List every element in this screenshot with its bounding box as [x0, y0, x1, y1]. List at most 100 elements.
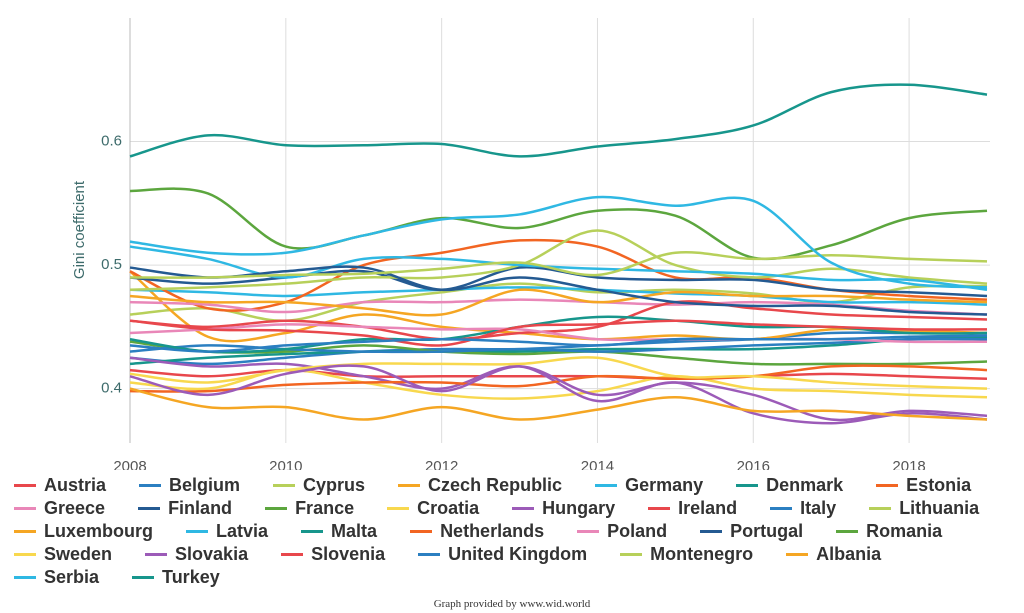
series-line: [129, 265, 988, 316]
legend-label: France: [295, 497, 355, 518]
legend-item[interactable]: Ireland: [648, 497, 737, 519]
legend-item[interactable]: Malta: [301, 520, 377, 542]
legend-item[interactable]: Portugal: [700, 520, 803, 542]
legend-label: Cyprus: [303, 474, 366, 495]
legend-swatch: [139, 483, 162, 487]
legend-swatch: [595, 483, 618, 487]
legend-label: Finland: [168, 497, 233, 518]
legend-label: Hungary: [542, 497, 616, 518]
series-line: [129, 340, 988, 366]
legend-label: Ireland: [678, 497, 738, 518]
legend-label: Portugal: [730, 520, 804, 541]
legend-swatch: [132, 575, 155, 579]
legend-item[interactable]: Serbia: [14, 566, 99, 588]
legend-label: Denmark: [766, 474, 844, 495]
series-line: [129, 229, 988, 292]
legend-item[interactable]: Romania: [836, 520, 942, 542]
series-line: [129, 195, 988, 289]
legend-label: Germany: [625, 474, 704, 495]
legend-swatch: [786, 552, 809, 556]
series-line: [129, 334, 988, 353]
legend-item[interactable]: Greece: [14, 497, 105, 519]
legend-item[interactable]: Slovakia: [145, 543, 248, 565]
legend-swatch: [876, 483, 899, 487]
series-line: [129, 270, 988, 343]
legend-label: Slovakia: [175, 543, 249, 564]
series-line: [129, 300, 988, 341]
legend-item[interactable]: United Kingdom: [418, 543, 587, 565]
legend-swatch: [281, 552, 304, 556]
legend: Austria Belgium Cyprus Czech Republic German…: [14, 474, 1024, 588]
series-line: [129, 319, 988, 347]
x-tick-label: 2010: [269, 458, 302, 470]
legend-item[interactable]: Germany: [595, 474, 703, 496]
legend-swatch: [418, 552, 441, 556]
legend-swatch: [14, 552, 36, 556]
legend-label: Austria: [44, 474, 107, 495]
legend-swatch: [836, 529, 859, 533]
legend-swatch: [145, 552, 168, 556]
legend-swatch: [770, 506, 793, 510]
legend-item[interactable]: Luxembourg: [14, 520, 153, 542]
legend-swatch: [410, 529, 433, 533]
x-tick-label: 2008: [113, 458, 146, 470]
legend-label: Romania: [866, 520, 943, 541]
legend-swatch: [14, 575, 36, 579]
legend-item[interactable]: Latvia: [186, 520, 268, 542]
legend-label: Belgium: [169, 474, 241, 495]
legend-item[interactable]: Lithuania: [869, 497, 979, 519]
legend-item[interactable]: Cyprus: [273, 474, 365, 496]
legend-item[interactable]: Czech Republic: [398, 474, 562, 496]
legend-swatch: [387, 506, 410, 510]
legend-item[interactable]: Albania: [786, 543, 881, 565]
legend-item[interactable]: Estonia: [876, 474, 971, 496]
legend-swatch: [620, 552, 643, 556]
legend-swatch: [273, 483, 296, 487]
legend-swatch: [138, 506, 161, 510]
legend-item[interactable]: Turkey: [132, 566, 220, 588]
legend-label: Montenegro: [650, 543, 754, 564]
legend-label: Albania: [816, 543, 882, 564]
legend-item[interactable]: Slovenia: [281, 543, 385, 565]
legend-swatch: [301, 529, 324, 533]
legend-swatch: [869, 506, 892, 510]
series-line: [129, 250, 988, 279]
legend-item[interactable]: Finland: [138, 497, 232, 519]
legend-label: Italy: [800, 497, 837, 518]
legend-item[interactable]: Croatia: [387, 497, 479, 519]
legend-label: Poland: [607, 520, 668, 541]
legend-label: Luxembourg: [44, 520, 154, 541]
legend-item[interactable]: Austria: [14, 474, 106, 496]
series-line: [129, 288, 988, 317]
legend-item[interactable]: Italy: [770, 497, 836, 519]
legend-label: Greece: [44, 497, 106, 518]
legend-swatch: [14, 506, 36, 510]
legend-item[interactable]: Belgium: [139, 474, 240, 496]
legend-item[interactable]: Sweden: [14, 543, 112, 565]
legend-label: Latvia: [216, 520, 269, 541]
legend-item[interactable]: Montenegro: [620, 543, 753, 565]
legend-label: United Kingdom: [448, 543, 588, 564]
legend-item[interactable]: Denmark: [736, 474, 843, 496]
legend-label: Croatia: [417, 497, 480, 518]
legend-item[interactable]: Hungary: [512, 497, 615, 519]
legend-swatch: [736, 483, 759, 487]
legend-item[interactable]: Poland: [577, 520, 667, 542]
series-line: [129, 331, 987, 366]
x-tick-label: 2014: [581, 458, 614, 470]
legend-swatch: [265, 506, 288, 510]
legend-label: Sweden: [44, 543, 113, 564]
legend-item[interactable]: France: [265, 497, 354, 519]
x-tick-label: 2018: [892, 458, 925, 470]
legend-swatch: [186, 529, 209, 533]
series-line: [129, 187, 988, 261]
legend-swatch: [512, 506, 535, 510]
legend-swatch: [700, 529, 723, 533]
series-line: [129, 83, 988, 158]
legend-item[interactable]: Netherlands: [410, 520, 544, 542]
x-tick-label: 2012: [425, 458, 458, 470]
series-line: [129, 364, 988, 393]
legend-label: Slovenia: [311, 543, 386, 564]
y-axis-label: Gini coefficient: [71, 180, 88, 279]
